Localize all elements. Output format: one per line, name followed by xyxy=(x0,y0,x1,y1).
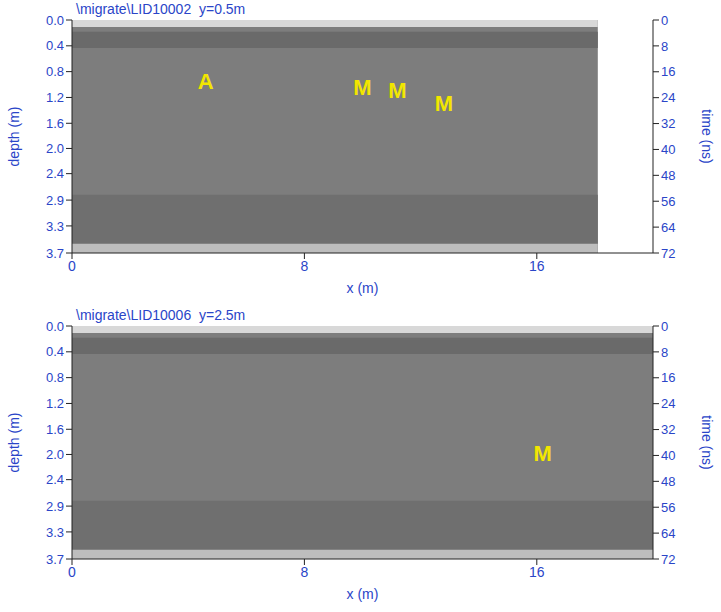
svg-text:64: 64 xyxy=(661,526,675,541)
svg-text:2.0: 2.0 xyxy=(46,447,64,462)
svg-text:0: 0 xyxy=(68,564,76,580)
svg-text:0.8: 0.8 xyxy=(46,370,64,385)
svg-text:48: 48 xyxy=(661,168,675,183)
svg-text:32: 32 xyxy=(661,422,675,437)
svg-text:1.6: 1.6 xyxy=(46,422,64,437)
svg-text:16: 16 xyxy=(661,370,675,385)
svg-text:0: 0 xyxy=(661,13,668,28)
svg-text:depth (m): depth (m) xyxy=(6,107,22,167)
svg-text:M: M xyxy=(353,75,371,100)
svg-text:2.9: 2.9 xyxy=(46,499,64,514)
svg-text:3.7: 3.7 xyxy=(46,552,64,567)
svg-text:A: A xyxy=(198,69,214,94)
svg-text:8: 8 xyxy=(301,258,309,274)
svg-text:x (m): x (m) xyxy=(347,280,379,296)
svg-text:2.0: 2.0 xyxy=(46,141,64,156)
svg-text:0: 0 xyxy=(661,319,668,334)
svg-text:40: 40 xyxy=(661,142,675,157)
svg-text:0.0: 0.0 xyxy=(46,13,64,28)
svg-text:72: 72 xyxy=(661,246,675,261)
svg-text:16: 16 xyxy=(661,64,675,79)
html-text:\migrate\LID10002 y=0.5m: \migrate\LID10002 y=0.5m xyxy=(76,1,246,17)
svg-text:8: 8 xyxy=(301,564,309,580)
svg-text:40: 40 xyxy=(661,448,675,463)
svg-text:x (m): x (m) xyxy=(347,586,379,602)
svg-text:0.4: 0.4 xyxy=(46,38,64,53)
svg-text:56: 56 xyxy=(661,500,675,515)
svg-text:64: 64 xyxy=(661,220,675,235)
html-text:\migrate\LID10006 y=2.5m: \migrate\LID10006 y=2.5m xyxy=(76,307,246,323)
svg-text:M: M xyxy=(388,78,406,103)
svg-text:3.7: 3.7 xyxy=(46,246,64,261)
svg-text:time (ns): time (ns) xyxy=(699,109,715,163)
svg-text:32: 32 xyxy=(661,116,675,131)
svg-text:0.4: 0.4 xyxy=(46,344,64,359)
svg-text:2.9: 2.9 xyxy=(46,193,64,208)
svg-text:M: M xyxy=(435,91,453,116)
svg-text:depth (m): depth (m) xyxy=(6,413,22,473)
svg-text:16: 16 xyxy=(529,564,545,580)
svg-text:24: 24 xyxy=(661,396,675,411)
svg-text:0: 0 xyxy=(68,258,76,274)
svg-text:0.8: 0.8 xyxy=(46,64,64,79)
svg-text:1.2: 1.2 xyxy=(46,90,64,105)
svg-text:2.4: 2.4 xyxy=(46,166,64,181)
svg-text:1.6: 1.6 xyxy=(46,116,64,131)
svg-text:8: 8 xyxy=(661,345,668,360)
svg-text:3.3: 3.3 xyxy=(46,219,64,234)
svg-text:M: M xyxy=(533,441,551,466)
svg-text:0.0: 0.0 xyxy=(46,319,64,334)
svg-text:8: 8 xyxy=(661,39,668,54)
svg-text:time (ns): time (ns) xyxy=(699,415,715,469)
svg-text:56: 56 xyxy=(661,194,675,209)
svg-text:2.4: 2.4 xyxy=(46,472,64,487)
svg-text:1.2: 1.2 xyxy=(46,396,64,411)
svg-text:3.3: 3.3 xyxy=(46,525,64,540)
svg-text:72: 72 xyxy=(661,552,675,567)
svg-text:24: 24 xyxy=(661,90,675,105)
svg-text:48: 48 xyxy=(661,474,675,489)
svg-text:16: 16 xyxy=(529,258,545,274)
